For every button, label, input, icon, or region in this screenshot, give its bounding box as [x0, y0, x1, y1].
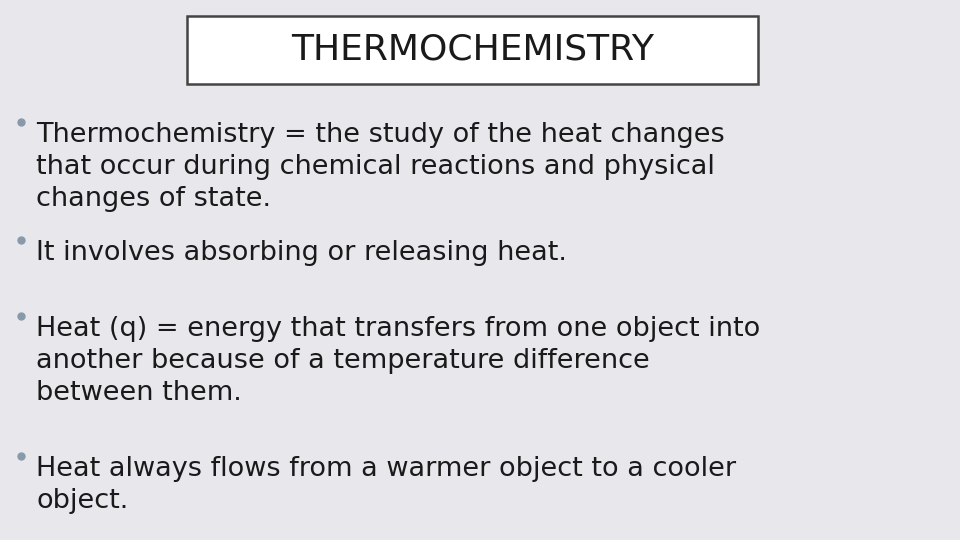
Text: Thermochemistry = the study of the heat changes
that occur during chemical react: Thermochemistry = the study of the heat … — [36, 122, 725, 212]
Text: THERMOCHEMISTRY: THERMOCHEMISTRY — [291, 33, 655, 67]
Text: Heat always flows from a warmer object to a cooler
object.: Heat always flows from a warmer object t… — [36, 456, 736, 514]
FancyBboxPatch shape — [187, 16, 758, 84]
Text: It involves absorbing or releasing heat.: It involves absorbing or releasing heat. — [36, 240, 567, 266]
Text: Heat (q) = energy that transfers from one object into
another because of a tempe: Heat (q) = energy that transfers from on… — [36, 316, 760, 406]
